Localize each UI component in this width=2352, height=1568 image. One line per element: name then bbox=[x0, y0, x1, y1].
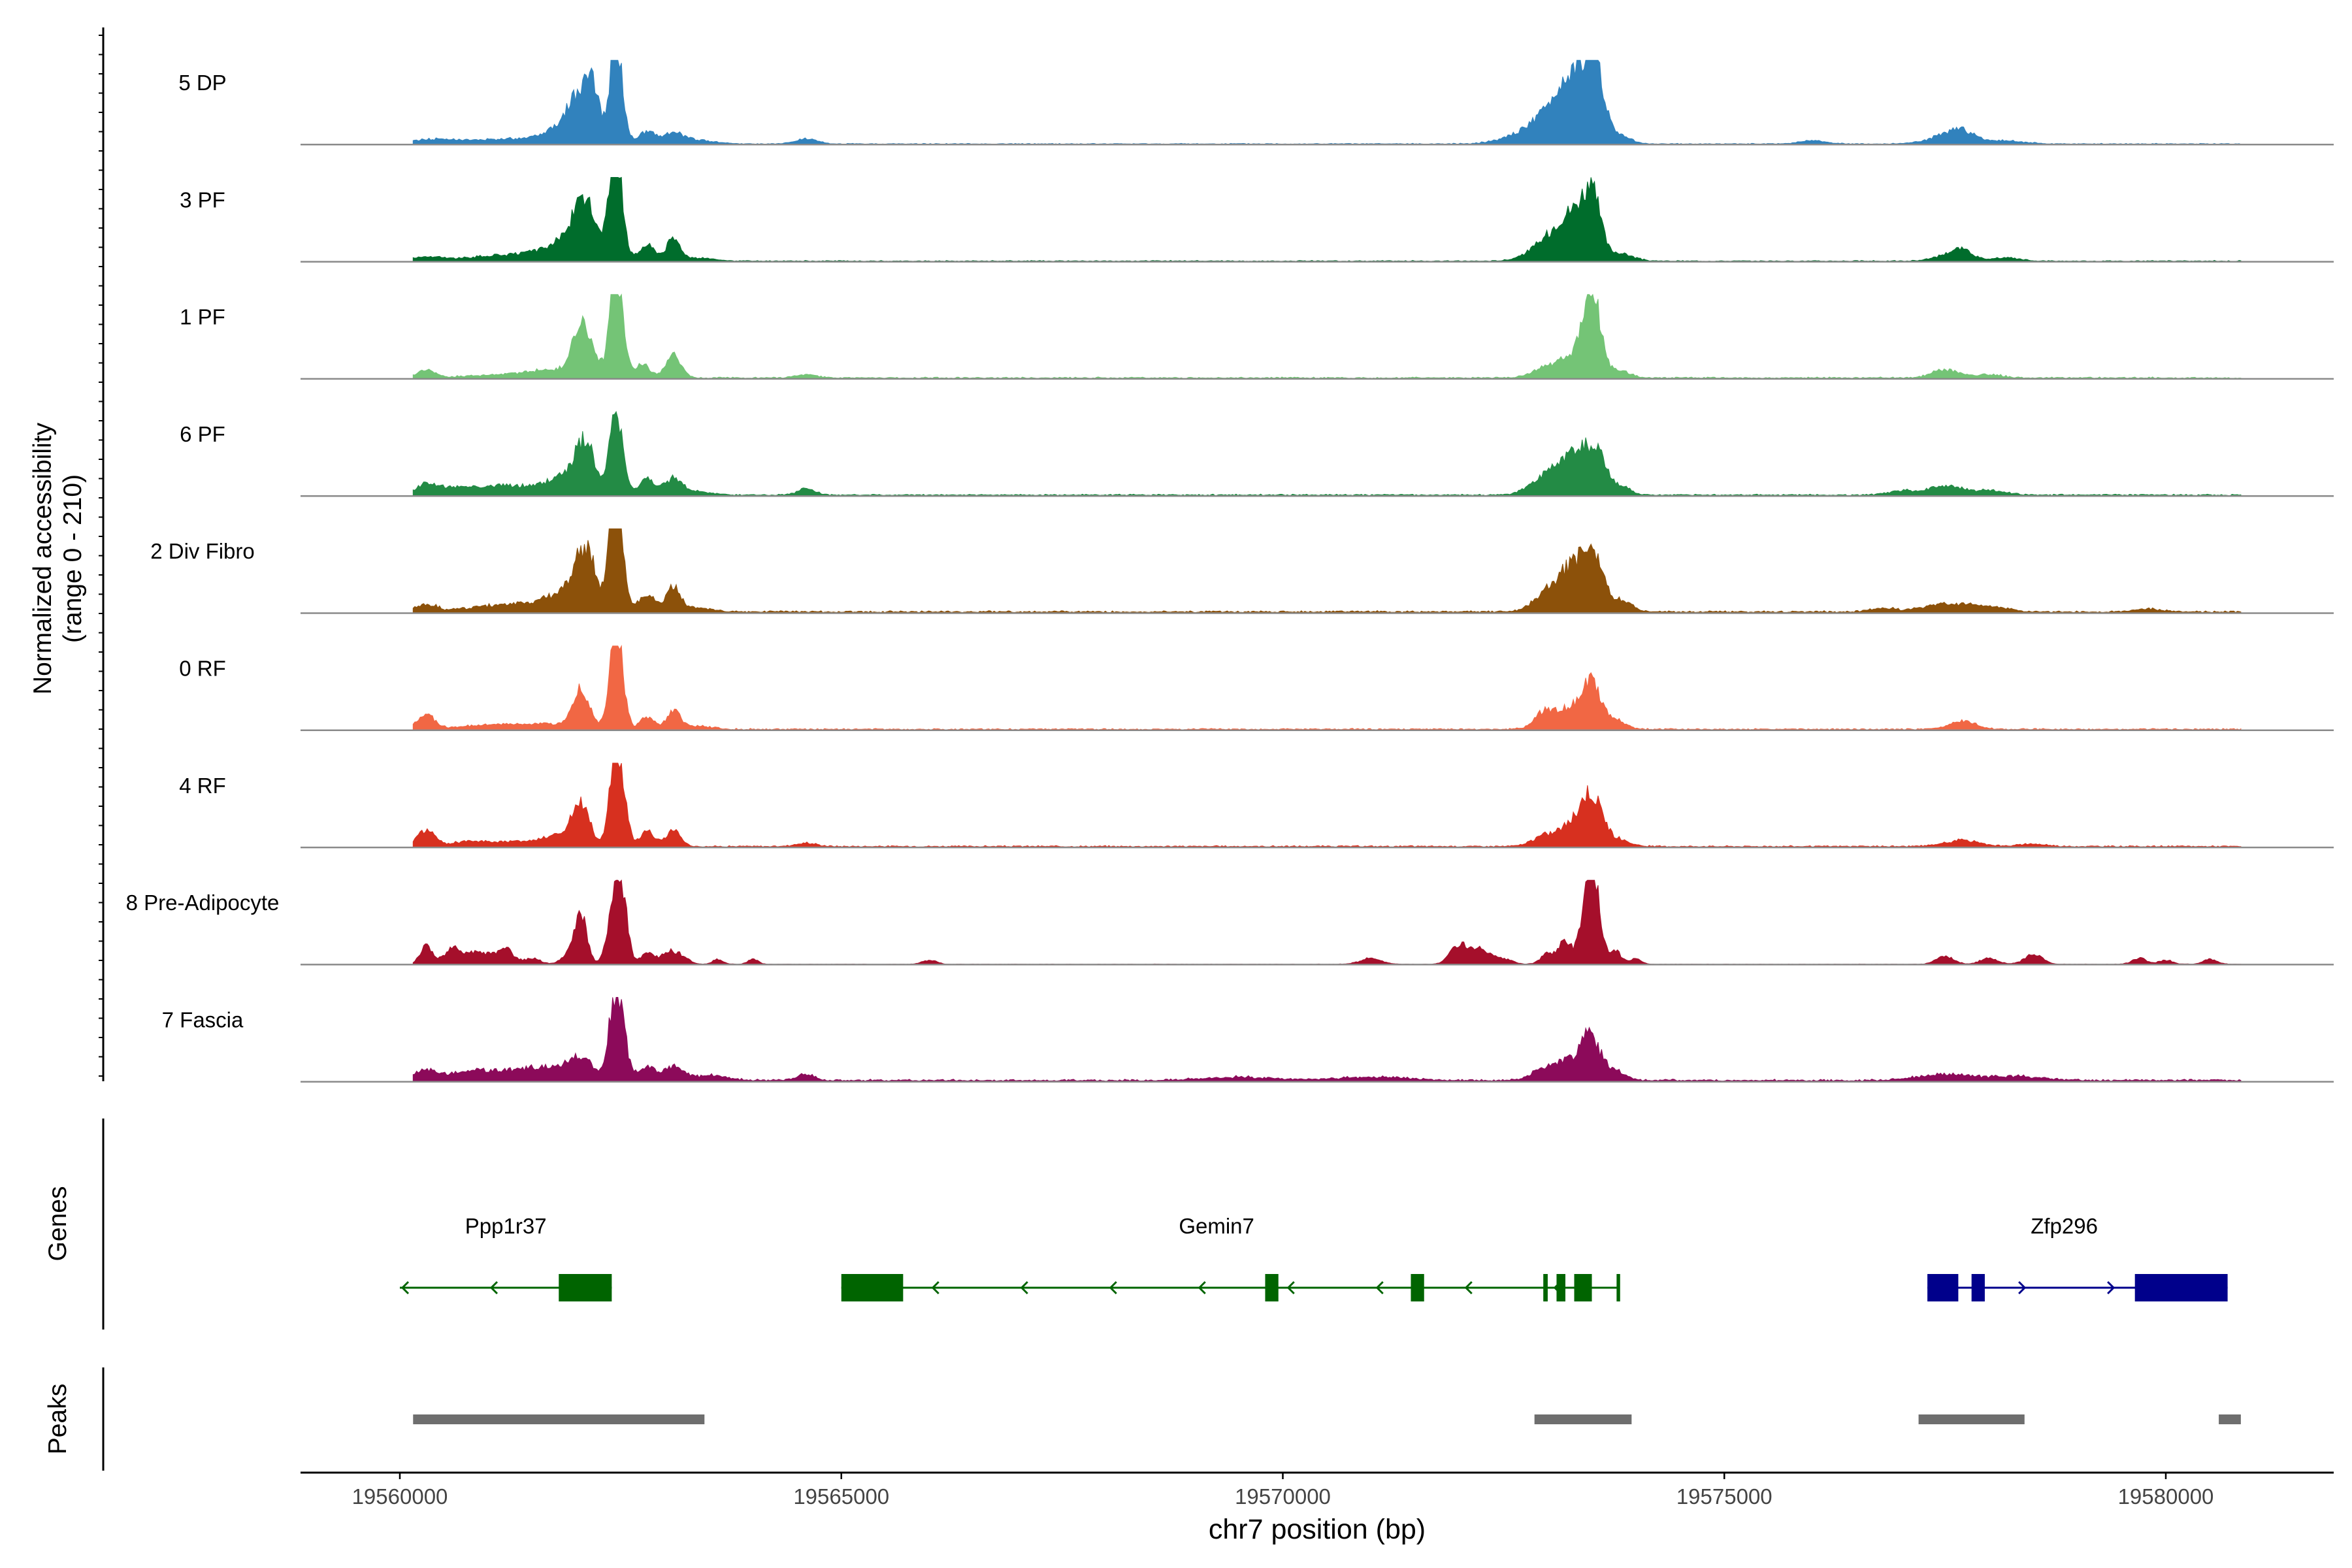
coverage-area-7 bbox=[412, 762, 2242, 848]
gene-label: Zfp296 bbox=[2031, 1214, 2098, 1238]
track-label: 7 Fascia bbox=[162, 1007, 244, 1032]
strand-chevron bbox=[2018, 1281, 2027, 1295]
genes-panel-label: Genes bbox=[44, 1186, 72, 1262]
gene-exon bbox=[1574, 1274, 1592, 1301]
strand-chevron bbox=[1286, 1281, 1295, 1295]
x-tick-label: 19580000 bbox=[2118, 1484, 2214, 1509]
coverage-y-ticks bbox=[99, 35, 103, 1077]
gene-exon bbox=[1971, 1274, 1985, 1301]
track-label: 0 RF bbox=[179, 657, 226, 681]
gene-exon bbox=[1616, 1274, 1620, 1301]
track-label: 5 DP bbox=[178, 71, 226, 95]
x-tick-label: 19565000 bbox=[793, 1484, 889, 1509]
x-axis-label: chr7 position (bp) bbox=[1209, 1514, 1426, 1545]
y-axis-label-line1: Normalized accessibility bbox=[29, 422, 57, 694]
strand-chevron bbox=[931, 1281, 939, 1295]
peak-region bbox=[413, 1414, 705, 1424]
strand-chevron bbox=[1109, 1281, 1117, 1295]
gene-label: Ppp1r37 bbox=[465, 1214, 547, 1238]
coverage-area-3 bbox=[412, 293, 2242, 380]
x-tick-label: 19570000 bbox=[1235, 1484, 1331, 1509]
gene-label: Gemin7 bbox=[1179, 1214, 1254, 1238]
gene-exon bbox=[1927, 1274, 1959, 1301]
coverage-tracks bbox=[301, 59, 2334, 1083]
coverage-area-6 bbox=[412, 644, 2242, 731]
coverage-area-8 bbox=[412, 879, 2242, 965]
strand-chevron bbox=[1020, 1281, 1028, 1295]
peak-regions bbox=[413, 1414, 2241, 1424]
strand-chevron bbox=[1464, 1281, 1473, 1295]
y-axis-label-line2: (range 0 - 210) bbox=[59, 474, 87, 643]
track-label: 4 RF bbox=[179, 774, 226, 798]
gene-exon bbox=[2134, 1274, 2228, 1301]
coverage-area-4 bbox=[412, 410, 2242, 497]
track-label: 1 PF bbox=[180, 305, 225, 329]
peak-region bbox=[1918, 1414, 2025, 1424]
strand-chevron bbox=[489, 1281, 498, 1295]
peak-region bbox=[2219, 1414, 2241, 1424]
coverage-area-2 bbox=[412, 176, 2242, 263]
gene-exon bbox=[1411, 1274, 1424, 1301]
x-tick-label: 19575000 bbox=[1676, 1484, 1772, 1509]
track-label: 3 PF bbox=[180, 188, 225, 212]
gene-exon bbox=[1265, 1274, 1279, 1301]
x-tick-label: 19560000 bbox=[352, 1484, 448, 1509]
x-axis-ticks: 19560000 19565000 19570000 19575000 19580000 bbox=[352, 1473, 2214, 1509]
peaks-panel-label: Peaks bbox=[44, 1384, 72, 1454]
track-labels: 5 DP 3 PF 1 PF 6 PF 2 Div Fibro 0 RF 4 RF 8 Pre… bbox=[126, 71, 280, 1032]
track-label: 2 Div Fibro bbox=[150, 539, 255, 563]
gene-exon bbox=[559, 1274, 612, 1301]
gene-exon bbox=[841, 1274, 904, 1301]
coverage-area-1 bbox=[412, 59, 2242, 145]
gene-exon bbox=[1543, 1274, 1548, 1301]
gene-models: Ppp1r37 Gemin7 Zfp296 bbox=[400, 1214, 2228, 1301]
track-label: 8 Pre-Adipocyte bbox=[126, 890, 280, 915]
coverage-area-5 bbox=[412, 528, 2242, 613]
strand-chevron bbox=[400, 1281, 410, 1295]
peak-region bbox=[1534, 1414, 1632, 1424]
track-label: 6 PF bbox=[180, 422, 225, 446]
strand-chevron bbox=[2107, 1281, 2115, 1295]
strand-chevron bbox=[1375, 1281, 1384, 1295]
strand-chevron bbox=[1198, 1281, 1206, 1295]
coverage-area-9 bbox=[412, 997, 2242, 1083]
gene-exon bbox=[1556, 1274, 1565, 1301]
